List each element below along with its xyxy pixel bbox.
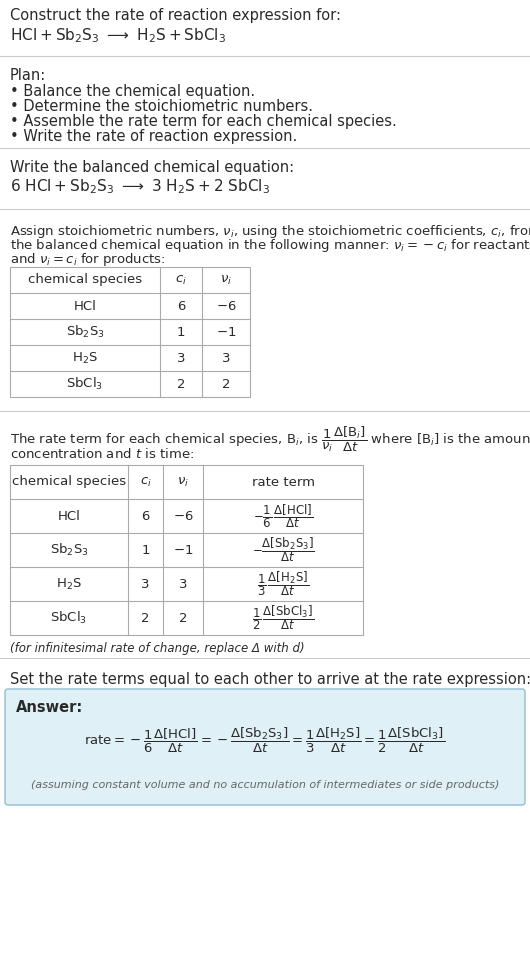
Text: 2: 2 (176, 378, 186, 390)
Text: HCl: HCl (58, 509, 81, 522)
Text: $\mathrm{rate} = -\dfrac{1}{6}\dfrac{\Delta[\mathrm{HCl}]}{\Delta t} = -\dfrac{\: $\mathrm{rate} = -\dfrac{1}{6}\dfrac{\De… (84, 725, 446, 754)
Text: Write the balanced chemical equation:: Write the balanced chemical equation: (10, 160, 294, 175)
Text: chemical species: chemical species (28, 273, 142, 287)
Text: and $\nu_i = c_i$ for products:: and $\nu_i = c_i$ for products: (10, 251, 165, 268)
Text: rate term: rate term (252, 475, 314, 489)
Text: $\dfrac{1}{3}\,\dfrac{\Delta[\mathrm{H_2S}]}{\Delta t}$: $\dfrac{1}{3}\,\dfrac{\Delta[\mathrm{H_2… (257, 570, 309, 598)
Text: (assuming constant volume and no accumulation of intermediates or side products): (assuming constant volume and no accumul… (31, 780, 499, 790)
Text: $c_i$: $c_i$ (175, 273, 187, 287)
Bar (10, 465, 363, 635)
Text: (for infinitesimal rate of change, replace Δ with d): (for infinitesimal rate of change, repla… (10, 642, 305, 655)
Text: $-6$: $-6$ (216, 300, 236, 312)
Text: 2: 2 (142, 612, 150, 625)
Text: • Write the rate of reaction expression.: • Write the rate of reaction expression. (10, 129, 297, 144)
Bar (10, 267, 250, 397)
Text: $\mathrm{SbCl_3}$: $\mathrm{SbCl_3}$ (50, 610, 87, 626)
Text: 2: 2 (179, 612, 187, 625)
Text: $\mathrm{SbCl_3}$: $\mathrm{SbCl_3}$ (66, 376, 103, 392)
Text: $\mathrm{6\ HCl + Sb_2S_3 \ {\longrightarrow} \ 3\ H_2S + 2\ SbCl_3}$: $\mathrm{6\ HCl + Sb_2S_3 \ {\longrighta… (10, 177, 270, 196)
Text: Set the rate terms equal to each other to arrive at the rate expression:: Set the rate terms equal to each other t… (10, 672, 530, 687)
Text: $-\dfrac{\Delta[\mathrm{Sb_2S_3}]}{\Delta t}$: $-\dfrac{\Delta[\mathrm{Sb_2S_3}]}{\Delt… (252, 536, 314, 564)
Text: $-1$: $-1$ (173, 544, 193, 556)
Text: Answer:: Answer: (16, 700, 83, 715)
Text: 2: 2 (222, 378, 230, 390)
Text: chemical species: chemical species (12, 475, 126, 489)
Text: 3: 3 (179, 578, 187, 590)
Text: Plan:: Plan: (10, 68, 46, 83)
Text: • Assemble the rate term for each chemical species.: • Assemble the rate term for each chemic… (10, 114, 397, 129)
Text: Construct the rate of reaction expression for:: Construct the rate of reaction expressio… (10, 8, 341, 23)
Text: $\nu_i$: $\nu_i$ (220, 273, 232, 287)
Text: Assign stoichiometric numbers, $\nu_i$, using the stoichiometric coefficients, $: Assign stoichiometric numbers, $\nu_i$, … (10, 223, 530, 240)
Text: HCl: HCl (74, 300, 96, 312)
Text: the balanced chemical equation in the following manner: $\nu_i = -c_i$ for react: the balanced chemical equation in the fo… (10, 237, 530, 254)
Text: 3: 3 (222, 351, 230, 364)
Text: 6: 6 (177, 300, 185, 312)
Text: • Balance the chemical equation.: • Balance the chemical equation. (10, 84, 255, 99)
Text: 6: 6 (142, 509, 149, 522)
Text: $\mathrm{H_2S}$: $\mathrm{H_2S}$ (56, 577, 82, 591)
Text: concentration and $t$ is time:: concentration and $t$ is time: (10, 447, 194, 461)
Text: $\nu_i$: $\nu_i$ (177, 475, 189, 489)
Text: The rate term for each chemical species, $\mathrm{B}_i$, is $\dfrac{1}{\nu_i}\df: The rate term for each chemical species,… (10, 425, 530, 454)
Text: $-1$: $-1$ (216, 326, 236, 339)
FancyBboxPatch shape (5, 689, 525, 805)
Text: • Determine the stoichiometric numbers.: • Determine the stoichiometric numbers. (10, 99, 313, 114)
Text: $c_i$: $c_i$ (139, 475, 152, 489)
Text: $\mathrm{HCl + Sb_2S_3 \ {\longrightarrow} \ H_2S + SbCl_3}$: $\mathrm{HCl + Sb_2S_3 \ {\longrightarro… (10, 26, 226, 45)
Text: 1: 1 (142, 544, 150, 556)
Text: $-\dfrac{1}{6}\,\dfrac{\Delta[\mathrm{HCl}]}{\Delta t}$: $-\dfrac{1}{6}\,\dfrac{\Delta[\mathrm{HC… (253, 503, 313, 530)
Text: 3: 3 (176, 351, 186, 364)
Text: $-6$: $-6$ (173, 509, 193, 522)
Text: $\mathrm{H_2S}$: $\mathrm{H_2S}$ (72, 350, 98, 366)
Text: $\mathrm{Sb_2S_3}$: $\mathrm{Sb_2S_3}$ (50, 542, 89, 558)
Text: 1: 1 (176, 326, 186, 339)
Text: $\dfrac{1}{2}\,\dfrac{\Delta[\mathrm{SbCl_3}]}{\Delta t}$: $\dfrac{1}{2}\,\dfrac{\Delta[\mathrm{SbC… (252, 603, 314, 632)
Text: 3: 3 (142, 578, 150, 590)
Text: $\mathrm{Sb_2S_3}$: $\mathrm{Sb_2S_3}$ (66, 324, 104, 340)
